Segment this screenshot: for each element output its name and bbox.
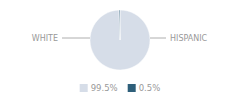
legend-swatch	[80, 84, 88, 92]
pie	[90, 10, 150, 70]
legend-label: 99.5%	[91, 83, 118, 93]
legend-item: 99.5%	[80, 83, 118, 93]
chart: WHITE HISPANIC 99.5% 0.5%	[0, 0, 240, 100]
legend-item: 0.5%	[128, 83, 161, 93]
legend-swatch	[128, 84, 136, 92]
pie-slice	[119, 10, 121, 40]
leader-line	[62, 38, 90, 39]
legend: 99.5% 0.5%	[80, 83, 161, 93]
slice-label: HISPANIC	[170, 34, 208, 43]
legend-label: 0.5%	[139, 83, 161, 93]
labels: WHITE HISPANIC	[32, 34, 208, 43]
pie-slice	[90, 10, 150, 70]
leader-line	[150, 38, 166, 39]
slice-label: WHITE	[32, 34, 58, 43]
